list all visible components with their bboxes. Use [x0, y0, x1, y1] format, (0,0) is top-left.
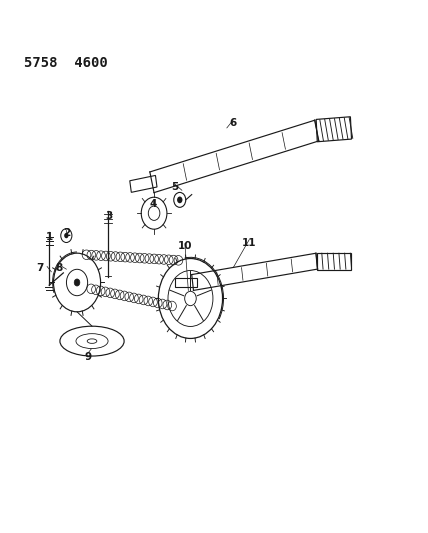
- Text: 4: 4: [149, 199, 157, 208]
- Text: 6: 6: [230, 118, 237, 127]
- Text: 11: 11: [242, 238, 256, 247]
- Text: 2: 2: [63, 229, 70, 238]
- Text: 5758  4600: 5758 4600: [24, 56, 107, 70]
- Text: 5: 5: [171, 182, 178, 191]
- Text: 1: 1: [46, 232, 53, 242]
- Text: 10: 10: [178, 241, 192, 251]
- Text: 9: 9: [84, 352, 91, 362]
- Text: 8: 8: [56, 263, 62, 273]
- Circle shape: [64, 233, 68, 238]
- Text: 3: 3: [106, 211, 113, 221]
- Text: 7: 7: [36, 263, 44, 273]
- Circle shape: [177, 197, 182, 203]
- Circle shape: [74, 279, 80, 286]
